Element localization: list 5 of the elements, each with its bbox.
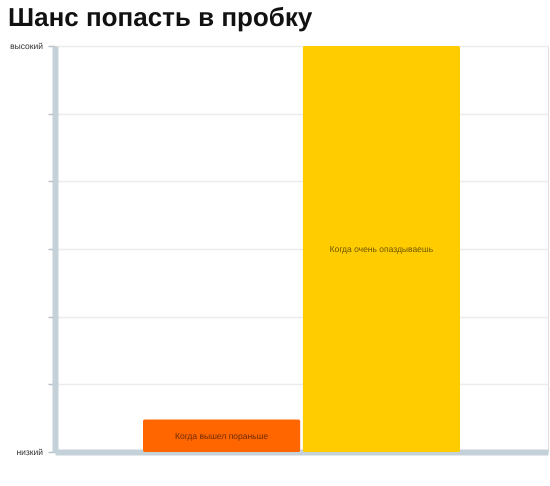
text: высокий bbox=[10, 41, 44, 51]
chart-title: Шанс попасть в пробку bbox=[8, 2, 313, 32]
x-tick-label: Когда очень опаздываешь bbox=[330, 244, 434, 254]
text: низкий bbox=[16, 447, 44, 457]
x-tick-label: Когда вышел пораньше bbox=[175, 430, 268, 441]
